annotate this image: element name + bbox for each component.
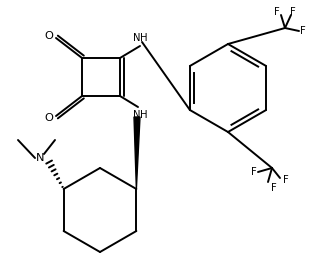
Text: O: O: [45, 31, 53, 41]
Text: F: F: [251, 167, 257, 177]
Text: O: O: [45, 113, 53, 123]
Text: N: N: [36, 153, 44, 163]
Text: N: N: [133, 110, 141, 120]
Text: H: H: [140, 110, 148, 120]
Text: N: N: [133, 33, 141, 43]
Text: F: F: [274, 7, 280, 17]
Text: F: F: [283, 175, 289, 185]
Text: F: F: [300, 26, 306, 36]
Polygon shape: [134, 117, 140, 189]
Text: H: H: [140, 33, 148, 43]
Text: F: F: [271, 183, 277, 193]
Text: F: F: [290, 7, 296, 17]
